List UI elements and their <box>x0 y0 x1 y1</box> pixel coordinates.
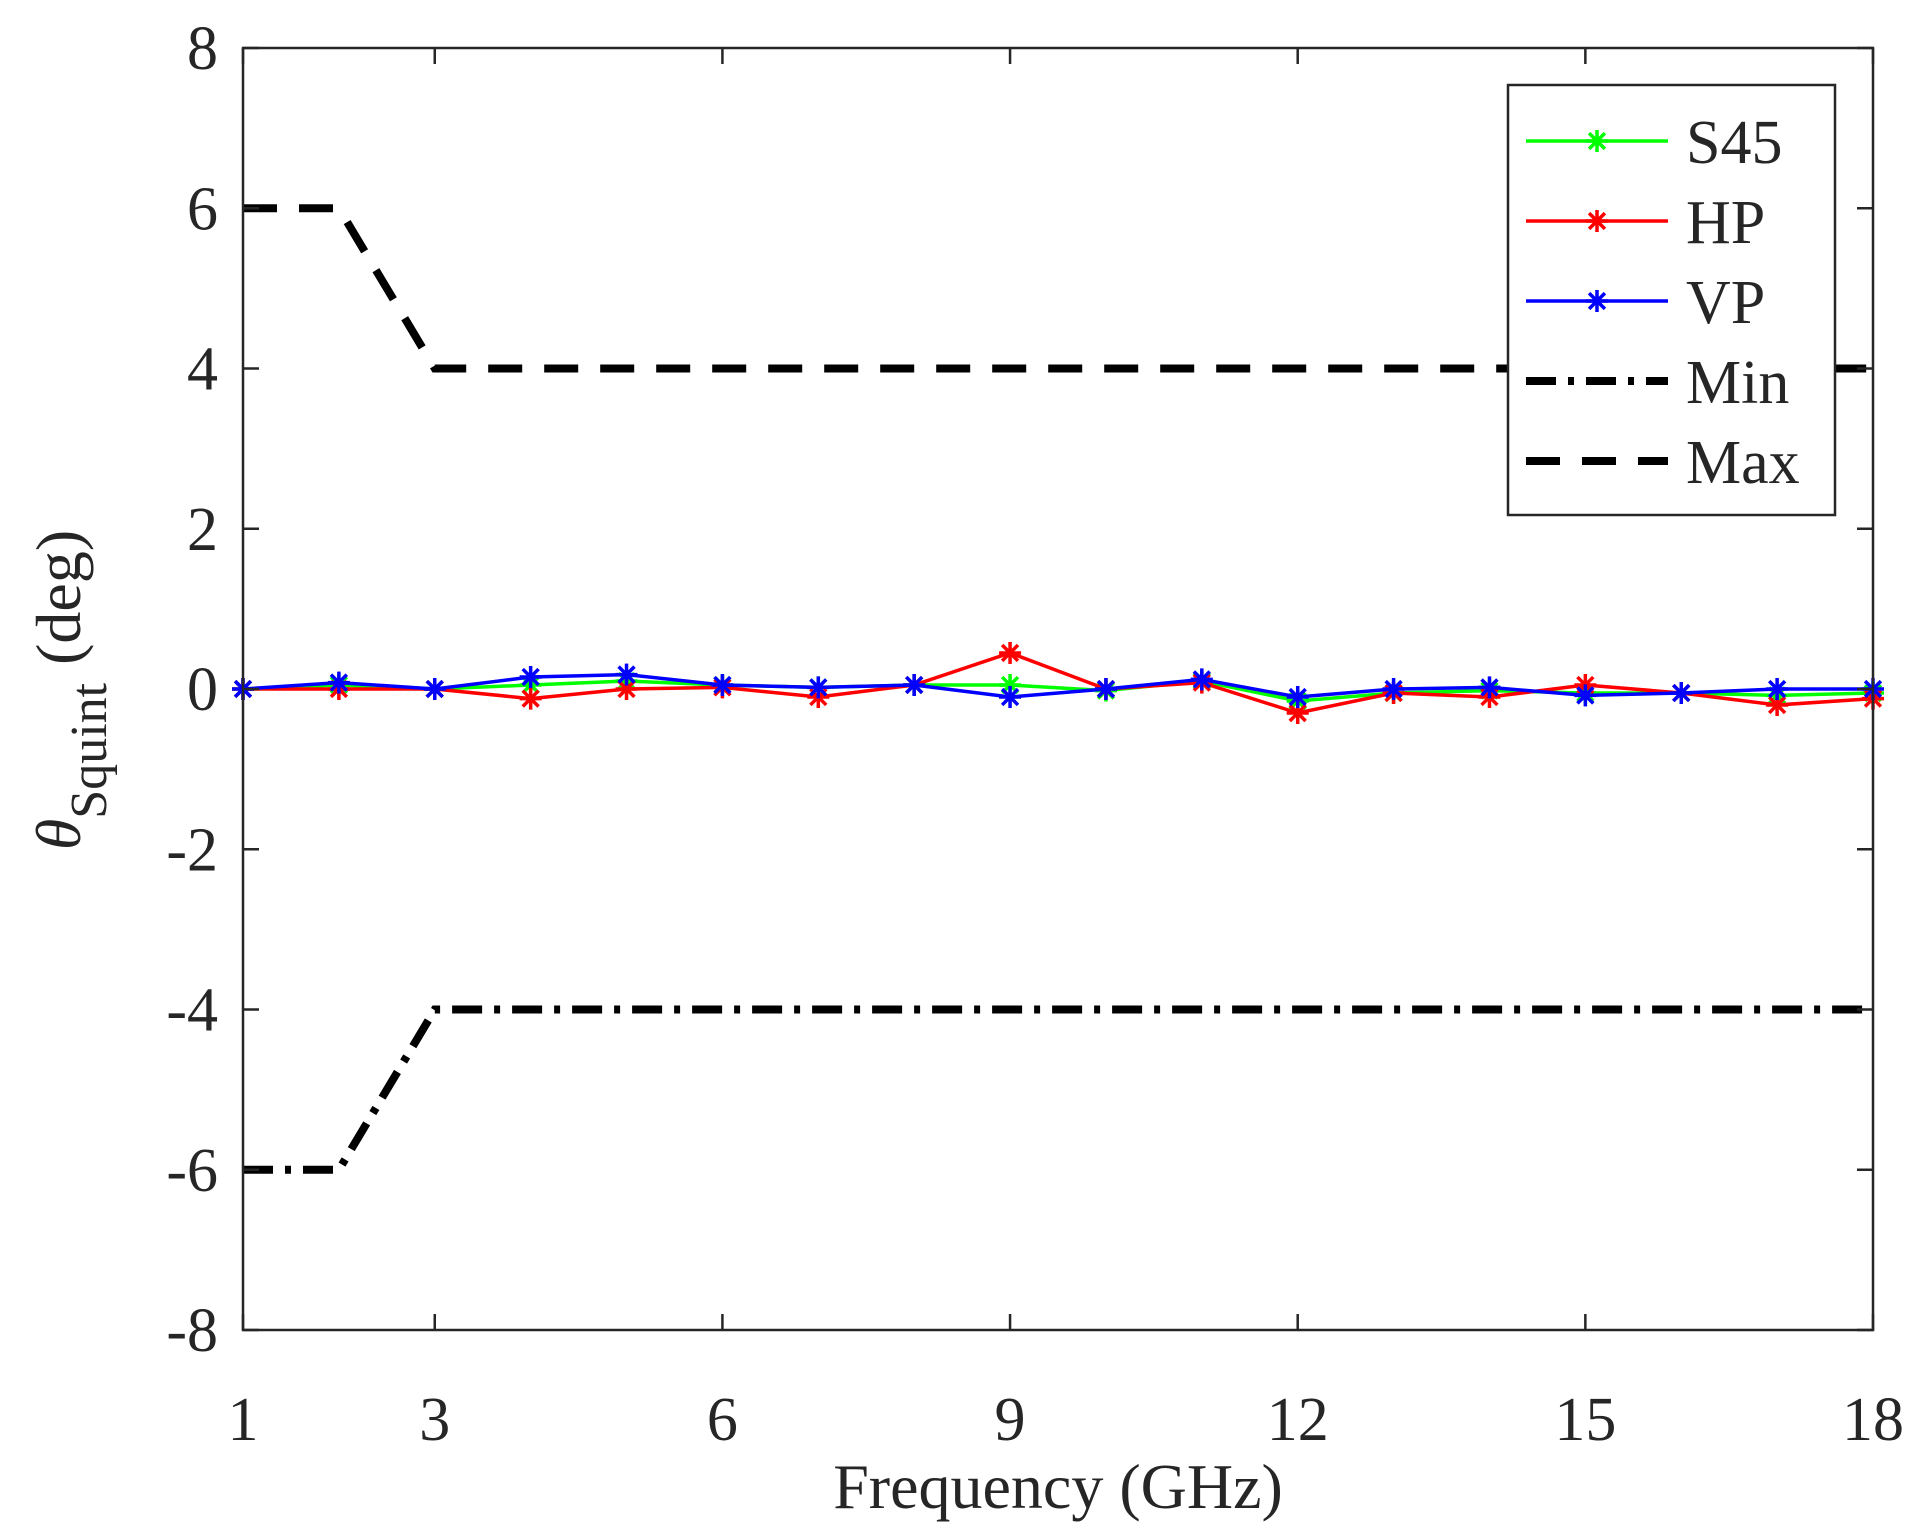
y-tick-label--6: -6 <box>166 1137 218 1205</box>
data-point-vp-16 <box>1670 682 1693 705</box>
data-point-vp-6 <box>711 673 734 696</box>
x-axis-label: Frequency (GHz) <box>833 1451 1283 1522</box>
data-point-vp-7 <box>807 676 830 699</box>
data-point-vp-9 <box>999 686 1022 709</box>
data-point-hp-4 <box>519 687 542 710</box>
y-tick-label--8: -8 <box>166 1297 218 1365</box>
legend-label-s45: S45 <box>1686 109 1782 177</box>
y-axis-label-unit: (deg) <box>23 530 94 665</box>
y-axis-label-subscript: Squint <box>61 682 118 818</box>
data-point-vp-12 <box>1286 686 1309 709</box>
series-line-hp <box>243 651 1874 715</box>
legend-item-max: Max <box>1526 429 1800 497</box>
y-tick-label--4: -4 <box>166 977 218 1045</box>
legend-label-min: Min <box>1686 349 1789 417</box>
legend-marker-vp <box>1586 290 1608 312</box>
legend: S45 HP VP Min Max <box>1506 83 1837 517</box>
x-tick-label-18: 18 <box>1842 1386 1904 1454</box>
data-point-hp-9 <box>999 641 1022 664</box>
legend-label-vp: VP <box>1686 269 1765 337</box>
axes-layer <box>241 46 1875 1332</box>
x-tick-label-12: 12 <box>1267 1386 1329 1454</box>
y-tick-label-8: 8 <box>187 15 218 83</box>
data-point-vp-8 <box>903 673 926 696</box>
data-point-vp-13 <box>1382 678 1405 700</box>
x-tick-label-15: 15 <box>1554 1386 1616 1454</box>
series-line-vp <box>242 672 1873 699</box>
data-point-vp-15 <box>1574 684 1597 707</box>
x-tick-label-6: 6 <box>707 1386 738 1454</box>
legend-item-min: Min <box>1526 349 1789 417</box>
x-tick-label-3: 3 <box>419 1386 450 1454</box>
series-line-max <box>243 204 1873 373</box>
legend-item-vp: VP <box>1526 269 1765 337</box>
legend-label-max: Max <box>1686 429 1800 497</box>
series-line-s45 <box>242 679 1874 703</box>
y-tick-label-2: 2 <box>187 496 218 564</box>
data-point-vp-17 <box>1766 678 1789 700</box>
legend-item-s45: S45 <box>1526 109 1782 177</box>
y-tick-label-6: 6 <box>187 175 218 243</box>
data-point-vp-11 <box>1190 668 1213 691</box>
x-tick-label-9: 9 <box>995 1386 1026 1454</box>
y-tick-label-4: 4 <box>187 336 218 404</box>
legend-marker-s45 <box>1586 130 1608 152</box>
data-point-vp-4 <box>519 665 542 688</box>
y-axis-label-symbol: θ <box>23 819 94 850</box>
legend-item-hp: HP <box>1526 189 1765 257</box>
y-tick-label-0: 0 <box>187 656 218 724</box>
data-point-vp-14 <box>1478 676 1501 699</box>
y-axis-label: θSquint (deg) <box>23 530 118 850</box>
legend-marker-hp <box>1586 210 1608 232</box>
legend-label-hp: HP <box>1686 189 1765 257</box>
series-line-min <box>243 1005 1873 1174</box>
data-point-vp-2 <box>327 671 350 694</box>
data-point-vp-10 <box>1094 678 1117 700</box>
y-tick-label--2: -2 <box>166 816 218 884</box>
data-point-vp-3 <box>423 678 446 700</box>
x-tick-label-1: 1 <box>228 1386 259 1454</box>
data-point-vp-5 <box>615 663 638 686</box>
